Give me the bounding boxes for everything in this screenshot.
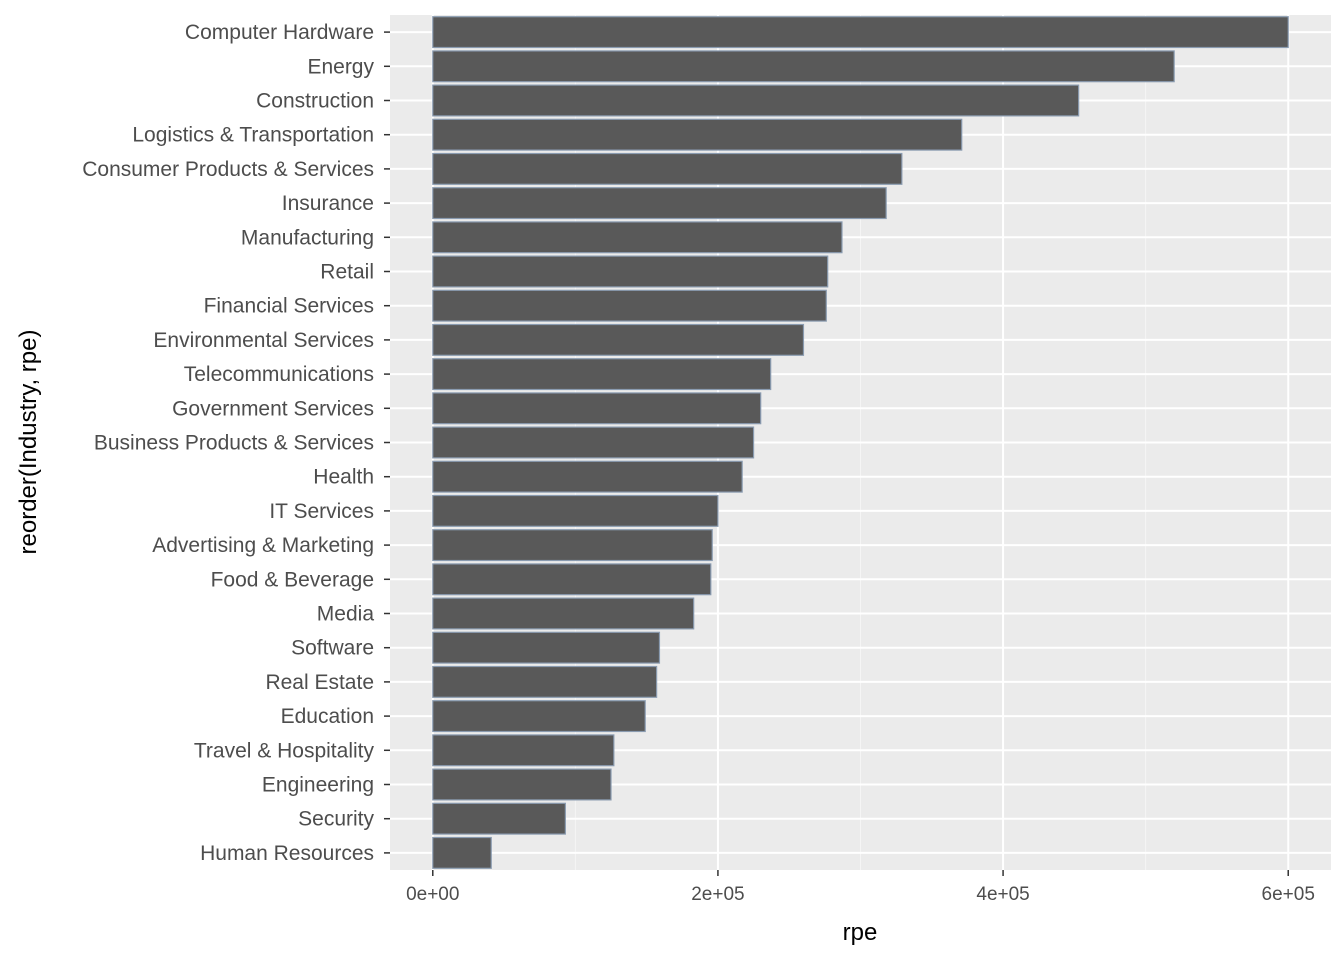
bar	[432, 426, 755, 459]
y-category-label: IT Services	[269, 500, 374, 523]
bar	[432, 255, 829, 288]
y-category-label: Energy	[307, 55, 374, 78]
bar	[432, 665, 658, 698]
y-category-label: Travel & Hospitality	[194, 739, 375, 762]
bar	[432, 460, 743, 493]
bar	[432, 16, 1289, 49]
bar	[432, 358, 772, 391]
bar	[432, 631, 661, 664]
y-category-label: Retail	[320, 261, 374, 284]
x-tick-label: 0e+00	[406, 884, 459, 905]
bar	[432, 323, 805, 356]
bar	[432, 494, 719, 527]
bar	[432, 768, 612, 801]
x-axis-title: rpe	[843, 919, 878, 946]
y-category-label: Manufacturing	[241, 226, 374, 249]
bar	[432, 152, 903, 185]
y-category-label: Software	[291, 637, 374, 660]
y-category-label: Telecommunications	[184, 363, 374, 386]
y-category-label: Real Estate	[265, 671, 374, 694]
bar	[432, 700, 646, 733]
bar	[432, 118, 963, 151]
y-category-label: Computer Hardware	[185, 21, 374, 44]
bar	[432, 289, 827, 322]
y-category-label: Engineering	[262, 774, 374, 797]
bar	[432, 50, 1175, 83]
y-category-label: Education	[281, 705, 374, 728]
y-axis-title: reorder(Industry, rpe)	[15, 330, 42, 555]
x-tick-label: 2e+05	[691, 884, 744, 905]
y-category-label: Construction	[256, 90, 374, 113]
bar	[432, 529, 713, 562]
y-category-label: Consumer Products & Services	[82, 158, 374, 181]
y-category-label: Health	[313, 466, 374, 489]
x-tick-label: 4e+05	[976, 884, 1029, 905]
bar	[432, 392, 762, 425]
y-category-label: Environmental Services	[153, 329, 374, 352]
bar	[432, 563, 712, 596]
y-category-label: Human Resources	[200, 842, 374, 865]
bar	[432, 84, 1080, 117]
y-category-label: Logistics & Transportation	[132, 124, 374, 147]
bars	[432, 16, 1289, 869]
x-axis-ticks: 0e+00 2e+05 4e+05 6e+05	[406, 870, 1315, 905]
x-tick-label: 6e+05	[1262, 884, 1315, 905]
y-category-label: Advertising & Marketing	[152, 534, 374, 557]
y-category-label: Media	[317, 603, 375, 626]
y-category-label: Financial Services	[204, 295, 374, 318]
bar	[432, 221, 843, 254]
bar	[432, 802, 566, 835]
bar	[432, 836, 492, 869]
y-category-label: Security	[298, 808, 374, 831]
bar	[432, 187, 887, 220]
y-category-label: Government Services	[172, 397, 374, 420]
bar	[432, 734, 615, 767]
y-axis-category-labels: Computer Hardware Energy Construction Logis…	[82, 21, 390, 865]
bar	[432, 597, 695, 630]
y-category-label: Food & Beverage	[211, 568, 374, 591]
y-category-label: Business Products & Services	[94, 432, 374, 455]
y-category-label: Insurance	[282, 192, 374, 215]
